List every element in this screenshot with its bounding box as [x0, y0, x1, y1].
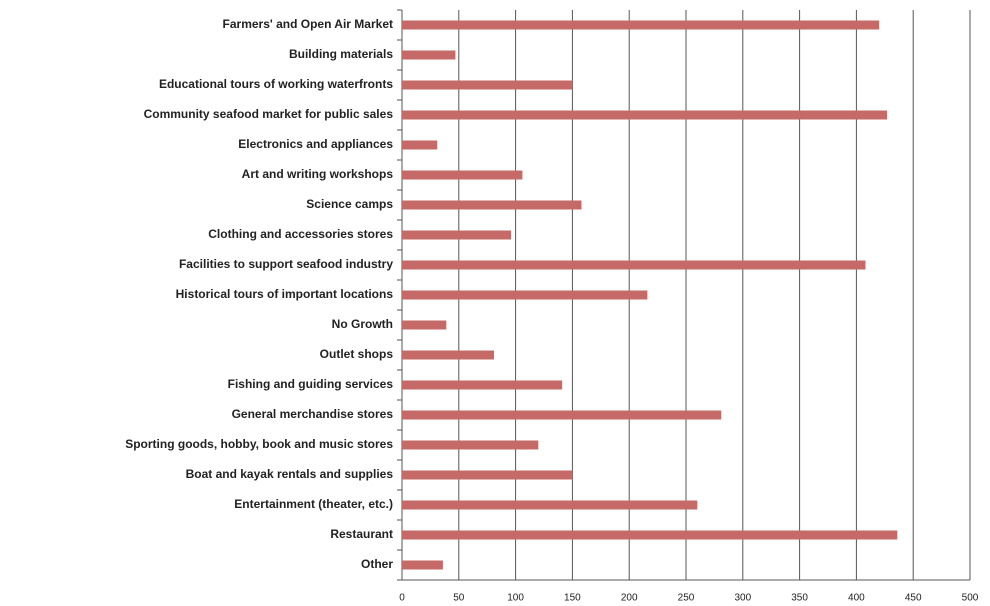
x-tick-label: 250	[678, 593, 695, 604]
y-tick-label: Clothing and accessories stores	[208, 227, 393, 241]
x-tick-label: 450	[905, 593, 922, 604]
x-tick-label: 100	[507, 593, 524, 604]
bar	[402, 50, 456, 60]
bar	[402, 230, 512, 240]
y-tick-label: Fishing and guiding services	[228, 377, 394, 391]
x-tick-label: 300	[734, 593, 751, 604]
x-tick-label: 500	[962, 593, 979, 604]
y-tick-label: Electronics and appliances	[238, 137, 393, 151]
x-tick-label: 0	[399, 593, 405, 604]
bar	[402, 560, 443, 570]
y-tick-label: Other	[361, 557, 393, 571]
y-tick-label: Entertainment (theater, etc.)	[234, 497, 393, 511]
bar	[402, 500, 698, 510]
bar	[402, 290, 648, 300]
y-tick-label: Science camps	[306, 197, 393, 211]
y-tick-label: Educational tours of working waterfronts	[159, 77, 393, 91]
y-tick-label: Facilities to support seafood industry	[179, 257, 393, 271]
y-tick-label: Outlet shops	[320, 347, 394, 361]
bar	[402, 140, 438, 150]
bar	[402, 20, 880, 30]
x-tick-label: 350	[791, 593, 808, 604]
y-tick-label: No Growth	[332, 317, 393, 331]
y-tick-label: Community seafood market for public sale…	[144, 107, 394, 121]
bar	[402, 80, 573, 90]
bar	[402, 410, 722, 420]
y-tick-label: General merchandise stores	[232, 407, 394, 421]
bar	[402, 260, 866, 270]
x-tick-label: 150	[564, 593, 581, 604]
y-tick-label: Sporting goods, hobby, book and music st…	[125, 437, 393, 451]
bar	[402, 350, 495, 360]
bar	[402, 200, 582, 210]
y-tick-label: Farmers' and Open Air Market	[223, 17, 393, 31]
y-tick-label: Building materials	[289, 47, 393, 61]
bar	[402, 170, 523, 180]
bar	[402, 470, 573, 480]
bar	[402, 320, 447, 330]
bar	[402, 440, 539, 450]
bar	[402, 530, 898, 540]
y-tick-label: Historical tours of important locations	[176, 287, 394, 301]
y-tick-label: Restaurant	[330, 527, 393, 541]
y-tick-label: Boat and kayak rentals and supplies	[186, 467, 394, 481]
x-tick-label: 400	[848, 593, 865, 604]
bar	[402, 110, 888, 120]
y-tick-label: Art and writing workshops	[242, 167, 394, 181]
x-tick-label: 50	[453, 593, 465, 604]
bar	[402, 380, 563, 390]
x-tick-label: 200	[621, 593, 638, 604]
